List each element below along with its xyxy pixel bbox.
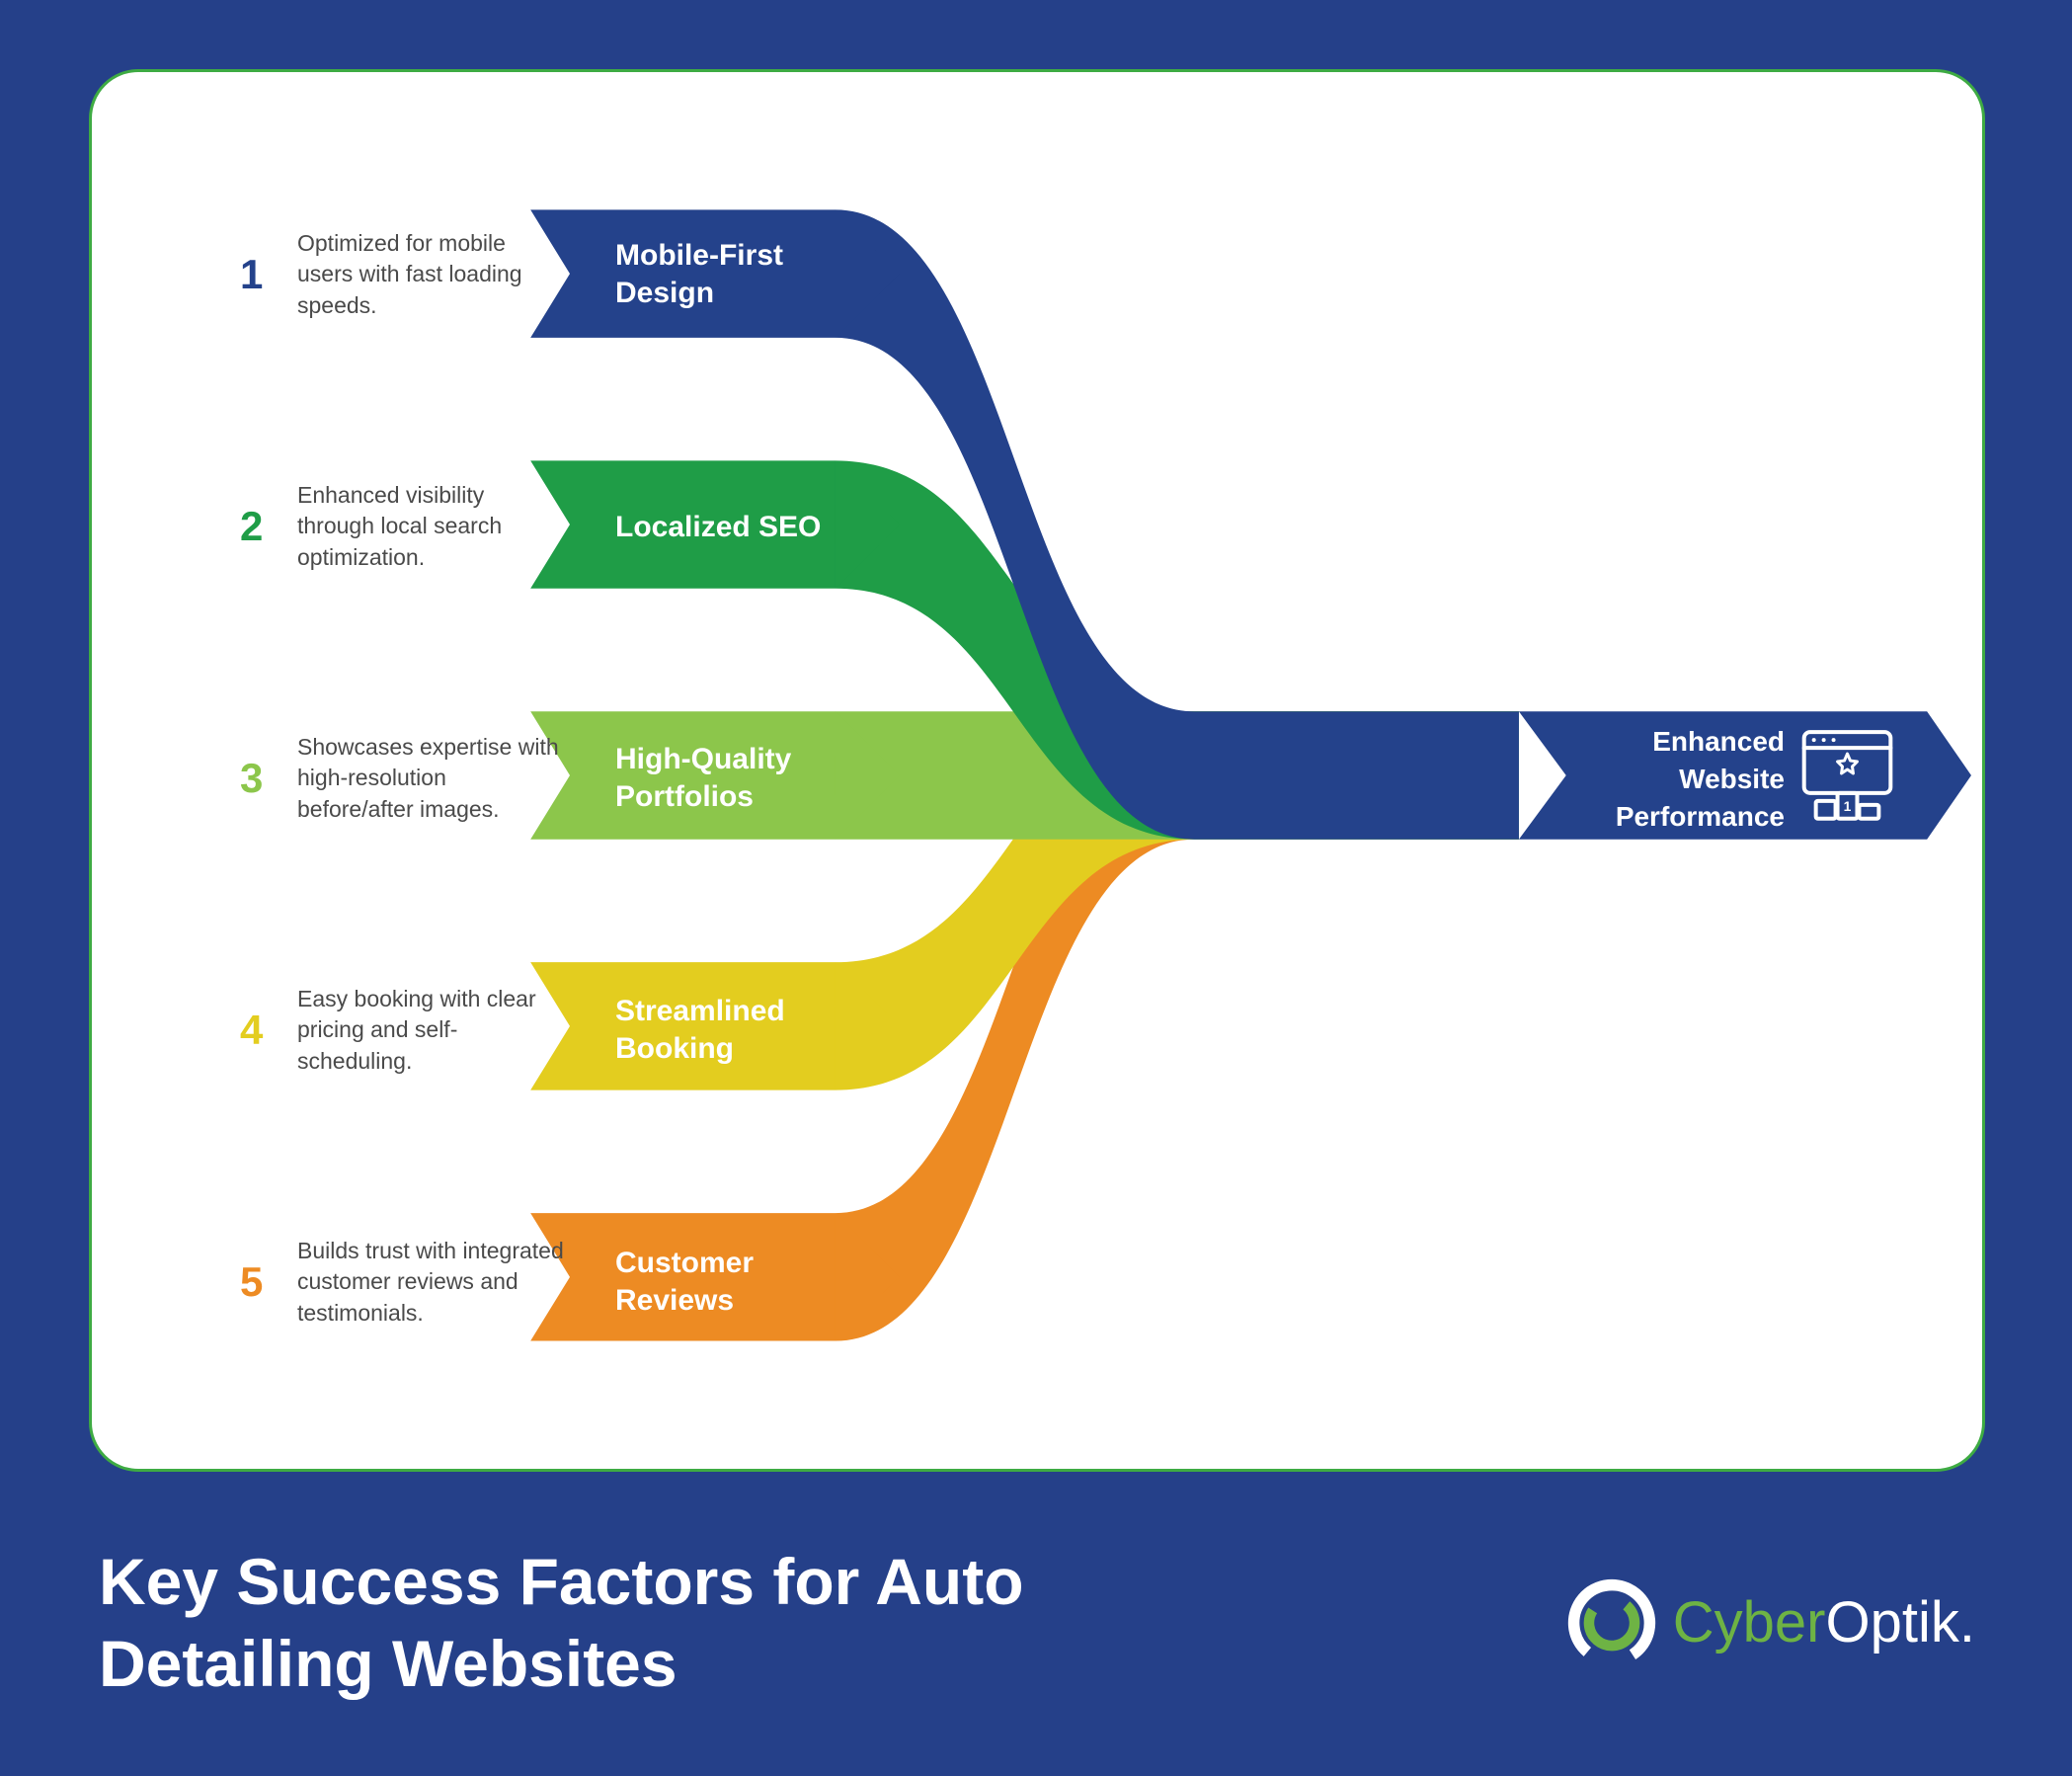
factor-description: Optimized for mobile users with fast loa… [297,228,564,320]
factor-description: Enhanced visibility through local search… [297,480,564,572]
factor-description: Easy booking with clear pricing and self… [297,984,564,1076]
outcome-label: EnhancedWebsitePerformance [1616,723,1785,835]
factor-row: 1Optimized for mobile users with fast lo… [240,225,564,324]
factor-label: CustomerReviews [615,1245,754,1319]
brand-name: CyberOptik. [1673,1589,1975,1655]
factor-number: 2 [240,503,297,550]
page-title: Key Success Factors for Auto Detailing W… [99,1541,1284,1704]
footer: Key Success Factors for Auto Detailing W… [99,1541,1975,1704]
brand-part-1: Cyber [1673,1590,1826,1655]
factor-number: 3 [240,755,297,802]
infographic-card: 1 1Optimized for mobile users with fast … [89,69,1985,1472]
logo-mark-icon [1564,1575,1659,1670]
factor-number: 1 [240,251,297,298]
factor-label: Mobile-FirstDesign [615,237,783,311]
factor-description: Showcases expertise with high-resolution… [297,732,564,824]
svg-text:1: 1 [1844,798,1852,814]
brand-logo: CyberOptik. [1564,1575,1975,1670]
factor-label: StreamlinedBooking [615,993,785,1067]
factor-row: 5Builds trust with integrated customer r… [240,1233,564,1332]
factor-row: 3Showcases expertise with high-resolutio… [240,729,564,828]
factor-number: 4 [240,1007,297,1054]
factor-number: 5 [240,1258,297,1306]
factor-label: High-QualityPortfolios [615,741,791,815]
factor-description: Builds trust with integrated customer re… [297,1236,564,1328]
brand-part-2: Optik. [1826,1590,1976,1655]
factor-row: 2Enhanced visibility through local searc… [240,477,564,576]
factor-label: Localized SEO [615,509,821,546]
factor-row: 4Easy booking with clear pricing and sel… [240,981,564,1080]
